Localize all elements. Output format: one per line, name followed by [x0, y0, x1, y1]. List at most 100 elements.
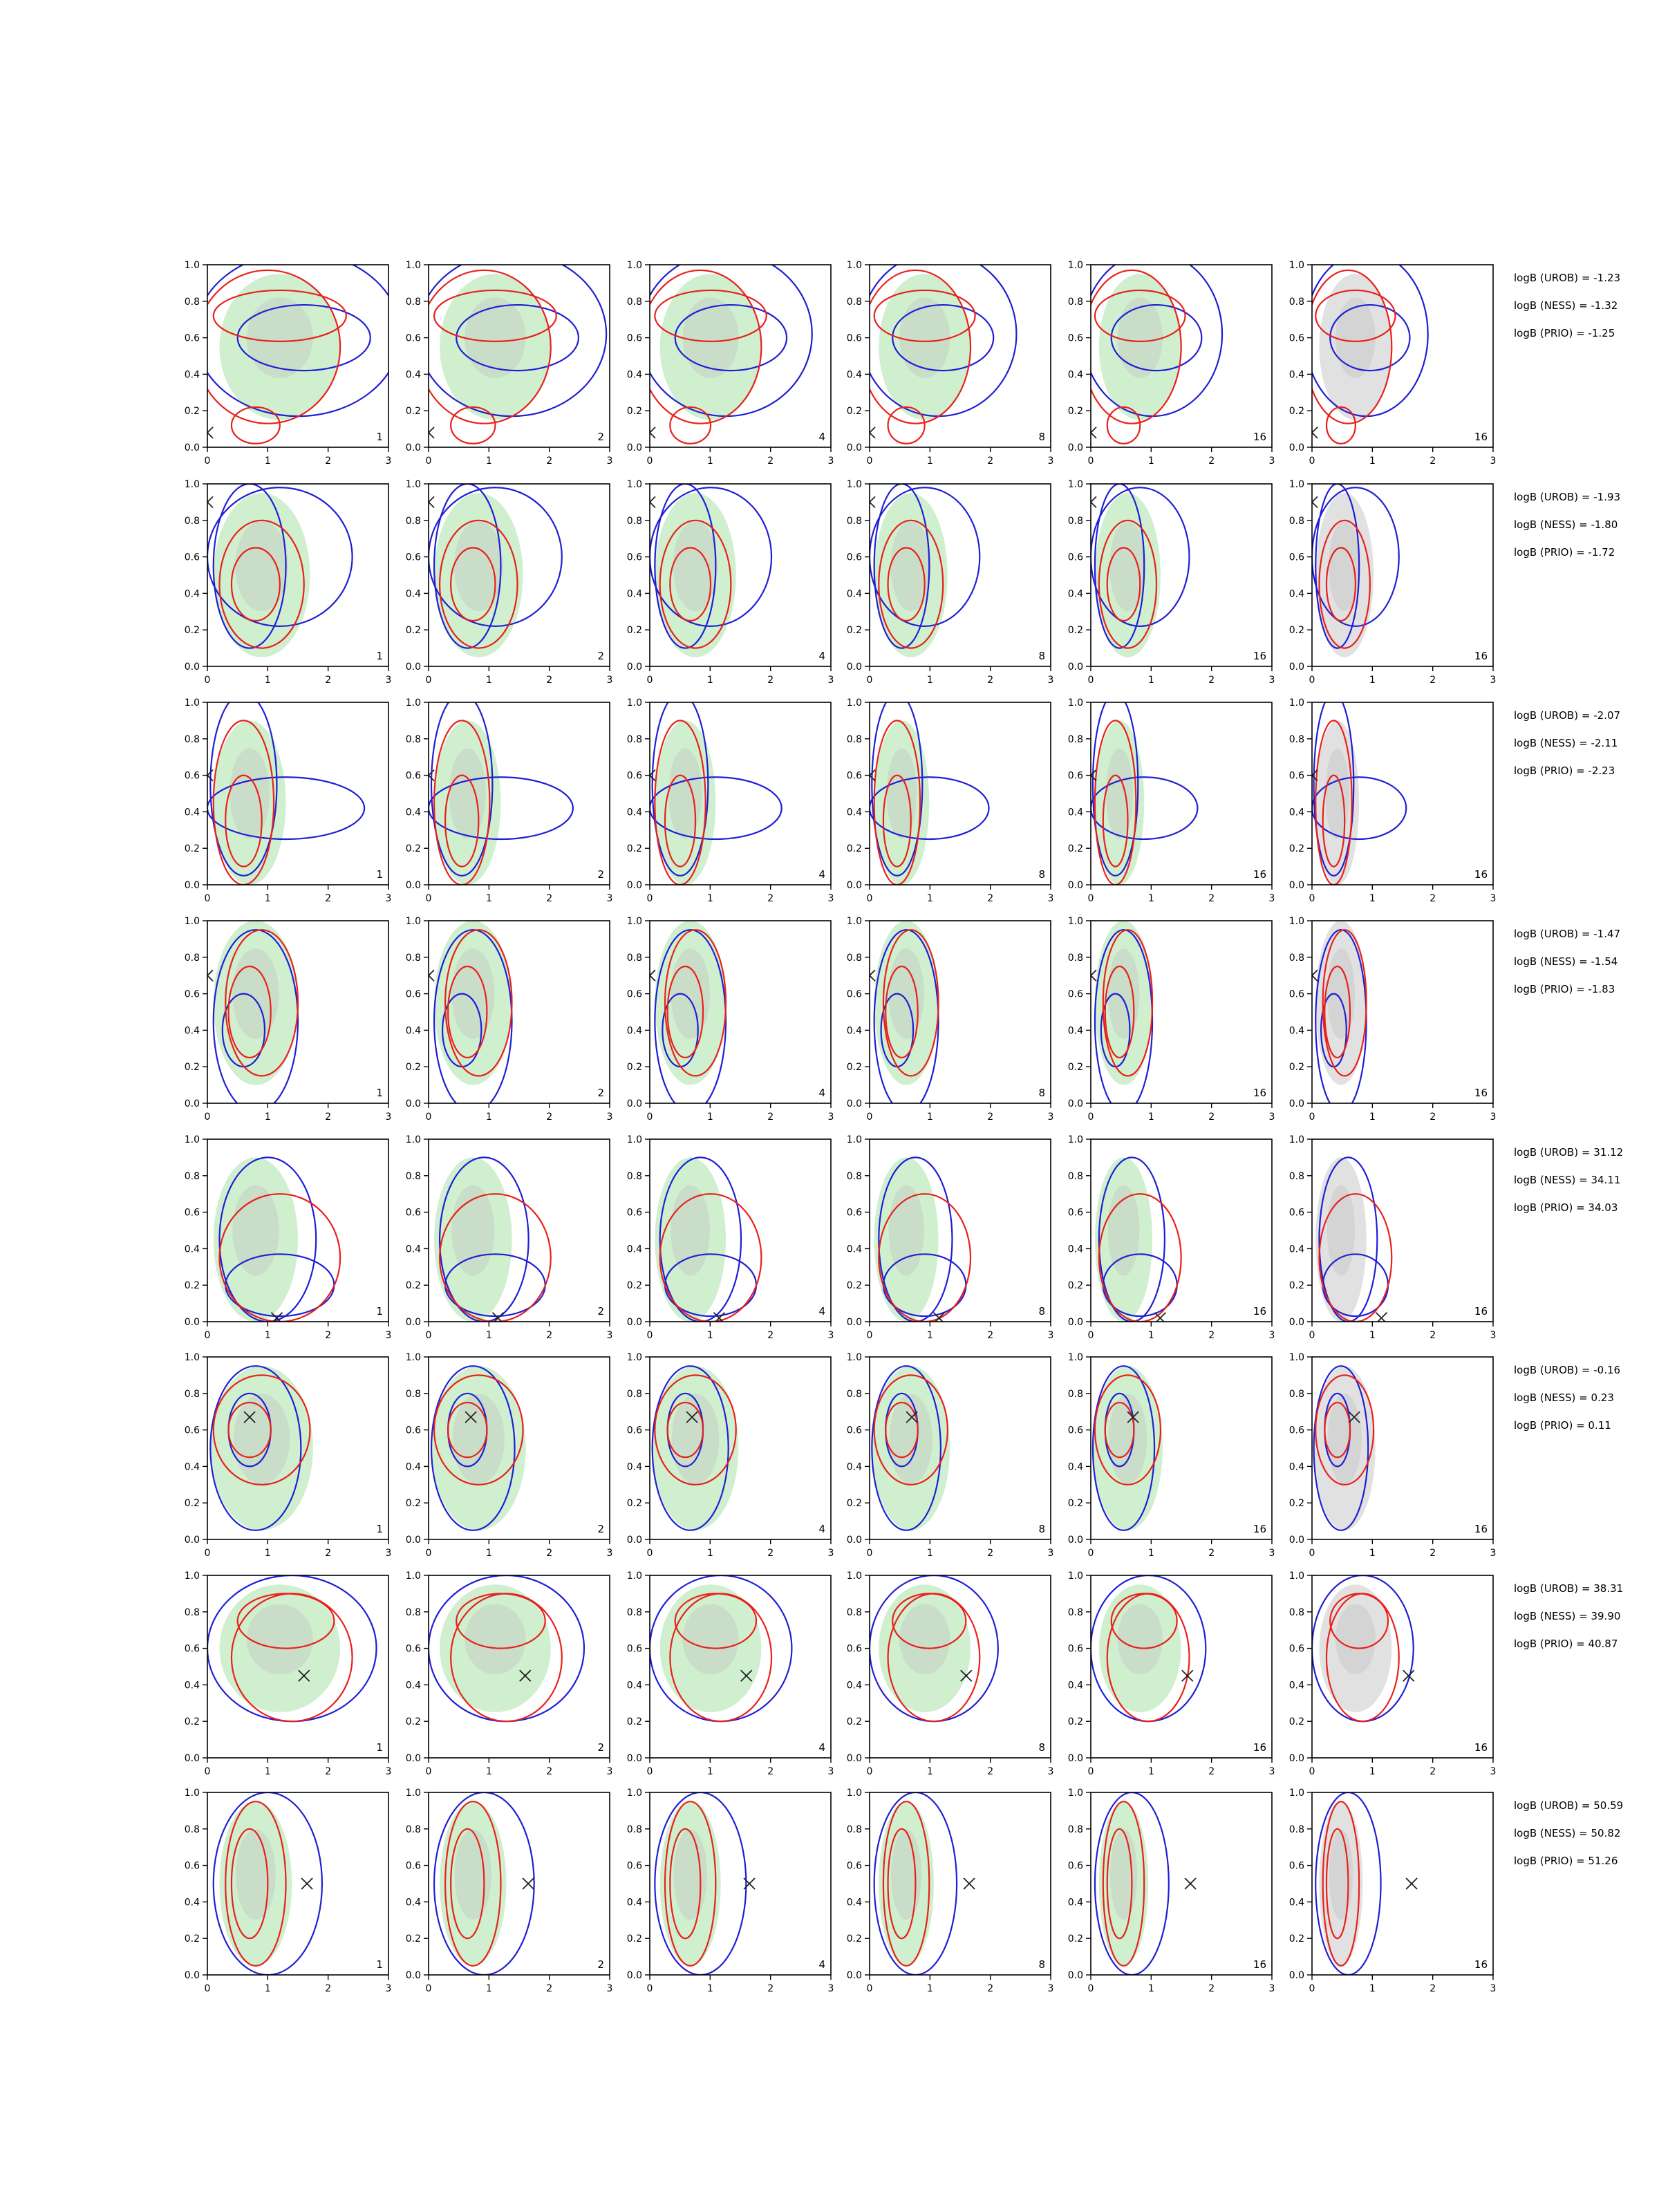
contour-blue — [650, 487, 773, 627]
contour-blue — [212, 484, 287, 649]
y-tick-label: 0.8 — [847, 516, 862, 527]
panel-label: 8 — [1038, 1958, 1045, 1971]
y-tick-label: 0.4 — [406, 807, 421, 818]
contour-red — [1106, 547, 1141, 622]
y-tick-label: 0.8 — [1068, 1389, 1083, 1400]
panel: 0 1 2 3 0.0 0.2 0.4 0.6 0.8 1.0 1 — [185, 916, 392, 1123]
contour-blue — [1091, 702, 1139, 877]
y-tick-label: 0.8 — [627, 1171, 642, 1182]
contour-blue — [892, 303, 995, 372]
y-tick-label: 0.2 — [627, 1062, 642, 1073]
y-tick-label: 0.0 — [185, 1753, 200, 1764]
y-tick-label: 0.0 — [1289, 1753, 1304, 1764]
y-tick-label: 0.0 — [406, 880, 421, 891]
panel-frame — [649, 920, 832, 1104]
y-tick-label: 0.8 — [406, 516, 421, 527]
x-tick-label: 3 — [1269, 1112, 1275, 1123]
panel-frame — [869, 920, 1051, 1104]
y-tick-label: 0.8 — [185, 1171, 200, 1182]
x-tick-label: 2 — [767, 1330, 774, 1341]
x-tick-label: 3 — [828, 456, 834, 467]
panel-label: 4 — [818, 1305, 825, 1318]
panel-frame — [649, 702, 832, 885]
y-tick-label: 0.8 — [1289, 1607, 1304, 1618]
y-tick-label: 0.8 — [1068, 516, 1083, 527]
contour-blue — [456, 303, 580, 372]
true-value-marker — [650, 969, 656, 982]
x-tick-label: 2 — [767, 1983, 774, 1994]
x-tick-label: 0 — [205, 1983, 211, 1994]
panel-label: 16 — [1474, 1523, 1488, 1535]
x-tick-label: 0 — [205, 893, 211, 904]
contour-red — [1325, 547, 1356, 622]
y-tick-label: 0.2 — [1289, 1716, 1304, 1727]
x-tick-label: 0 — [1309, 1330, 1315, 1341]
x-tick-label: 0 — [1309, 456, 1315, 467]
contour-blue — [873, 484, 930, 649]
y-tick-label: 0.8 — [1289, 1824, 1304, 1835]
x-tick-label: 0 — [1088, 675, 1094, 686]
contour-red — [887, 406, 926, 444]
panel-frame — [207, 1138, 389, 1322]
contour-red — [447, 965, 488, 1059]
panel-frame — [869, 1792, 1051, 1976]
panel-frame — [1090, 1792, 1273, 1976]
y-tick-label: 0.4 — [627, 1680, 642, 1691]
density-shade-core — [671, 1185, 710, 1276]
panel-label: 16 — [1474, 650, 1488, 662]
panel-frame — [428, 264, 610, 448]
x-tick-label: 2 — [1208, 1983, 1215, 1994]
x-tick-label: 2 — [325, 1330, 331, 1341]
y-tick-label: 0.8 — [406, 953, 421, 964]
panel-label: 4 — [818, 1087, 825, 1099]
density-shade-core — [451, 1185, 495, 1276]
panel: 0 1 2 3 0.0 0.2 0.4 0.6 0.8 1.0 2 — [406, 916, 613, 1123]
x-tick-label: 3 — [386, 1983, 392, 1994]
y-tick-label: 0.4 — [406, 1461, 421, 1472]
y-tick-label: 0.0 — [1068, 1317, 1083, 1328]
true-value-marker — [1091, 769, 1097, 782]
panel: 0 1 2 3 0.0 0.2 0.4 0.6 0.8 1.0 4 — [627, 697, 834, 904]
density-shade-core — [1109, 521, 1146, 612]
panel: 0 1 2 3 0.0 0.2 0.4 0.6 0.8 1.0 8 — [847, 1571, 1054, 1777]
y-tick-label: 0.8 — [1289, 516, 1304, 527]
x-tick-label: 0 — [205, 675, 211, 686]
contour-red — [1091, 269, 1182, 424]
evidence-label: logB (UROB) = -2.07 — [1514, 709, 1620, 722]
y-tick-label: 1.0 — [1289, 916, 1304, 927]
x-tick-label: 2 — [987, 675, 993, 686]
y-tick-label: 0.0 — [406, 442, 421, 453]
true-value-marker — [743, 1877, 756, 1890]
y-tick-label: 0.6 — [627, 333, 642, 344]
true-value-marker — [1312, 427, 1318, 439]
panel-label: 2 — [597, 1523, 604, 1535]
y-tick-label: 0.8 — [1068, 734, 1083, 745]
density-shade-core — [888, 948, 924, 1039]
panel-frame — [649, 1138, 832, 1322]
y-tick-label: 0.4 — [185, 1680, 200, 1691]
y-tick-label: 0.2 — [406, 1062, 421, 1073]
panel: 0 1 2 3 0.0 0.2 0.4 0.6 0.8 1.0 1 — [185, 1788, 392, 1994]
contour-red — [659, 519, 732, 649]
panel-label: 16 — [1474, 868, 1488, 881]
y-tick-label: 0.4 — [185, 1244, 200, 1255]
x-tick-label: 2 — [1430, 1112, 1436, 1123]
contour-red — [212, 289, 347, 342]
y-tick-label: 0.0 — [185, 1098, 200, 1109]
density-shade — [659, 274, 762, 420]
y-tick-label: 0.8 — [1289, 1171, 1304, 1182]
panel: 0 1 2 3 0.0 0.2 0.4 0.6 0.8 1.0 1 — [185, 479, 392, 686]
x-tick-label: 0 — [867, 1766, 873, 1777]
evidence-annotations: logB (UROB) = -1.23 logB (NESS) = -1.32 lo… — [1514, 272, 1623, 1867]
x-tick-label: 1 — [707, 1983, 713, 1994]
panel: 0 1 2 3 0.0 0.2 0.4 0.6 0.8 1.0 2 — [406, 1134, 613, 1341]
x-tick-label: 3 — [1048, 456, 1054, 467]
contour-blue — [1315, 1792, 1382, 1975]
panel: 0 1 2 3 0.0 0.2 0.4 0.6 0.8 1.0 16 — [1289, 697, 1497, 904]
contour-red — [873, 289, 976, 342]
x-tick-label: 1 — [486, 1548, 492, 1559]
panel-label: 8 — [1038, 1741, 1045, 1754]
y-tick-label: 0.6 — [847, 552, 862, 563]
contour-red — [1325, 406, 1356, 444]
panel-label: 2 — [597, 1741, 604, 1754]
